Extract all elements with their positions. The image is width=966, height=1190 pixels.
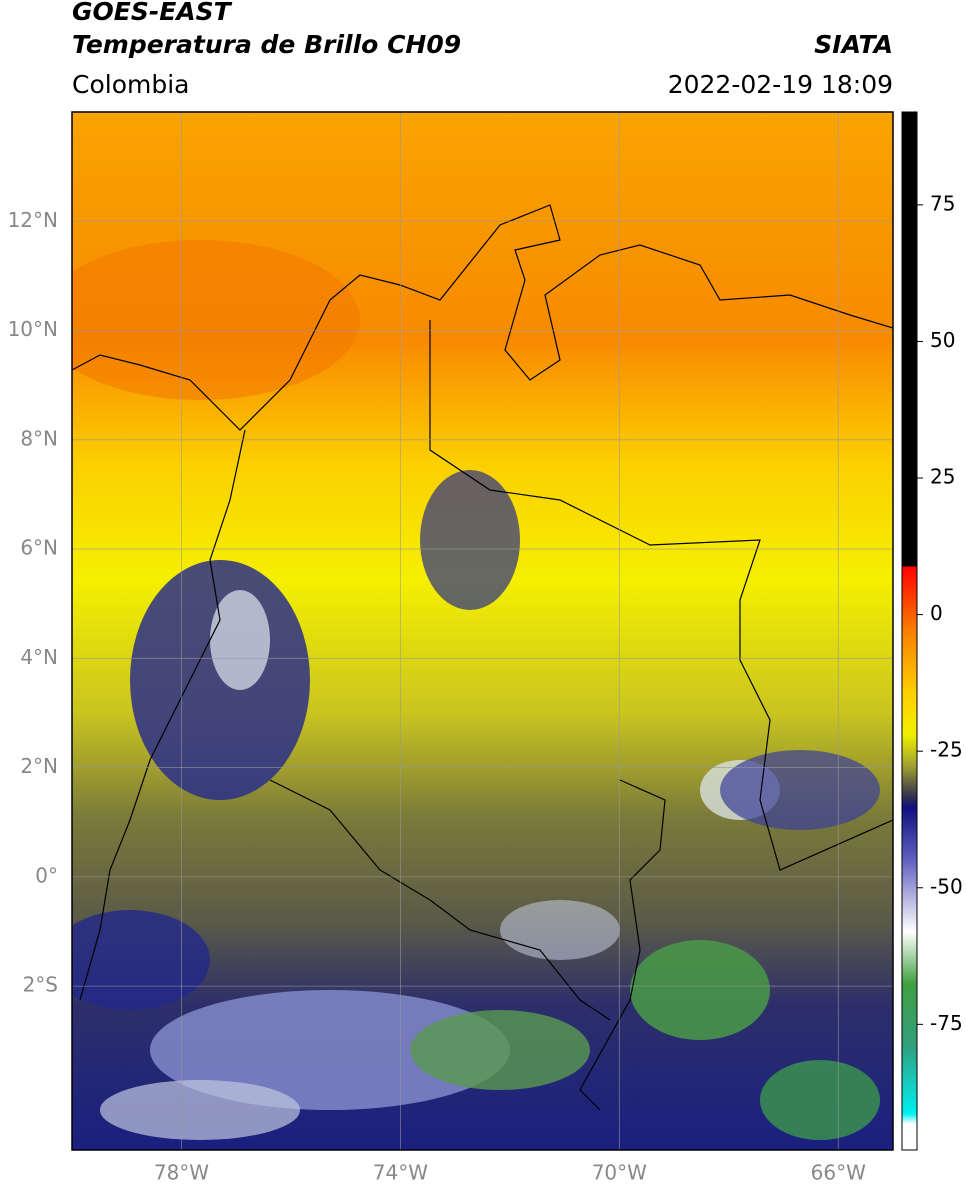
- colorbar-tick-label: 25: [930, 465, 955, 489]
- source: SIATA: [814, 30, 893, 59]
- lat-tick-label: 12°N: [8, 208, 58, 232]
- lat-tick-label: 2°S: [23, 973, 58, 997]
- lon-tick-label: 78°W: [154, 1161, 209, 1185]
- colorbar-tick-label: -75: [930, 1011, 963, 1035]
- lat-tick-label: 2°N: [20, 754, 58, 778]
- lat-tick-label: 8°N: [20, 426, 58, 450]
- axes: 12°N 10°N 8°N 6°N 4°N 2°N 0° 2°S 78°W 74°W 70°W 66°…: [8, 112, 963, 1185]
- datetime: 2022-02-19 18:09: [668, 70, 893, 99]
- lon-tick-label: 74°W: [373, 1161, 428, 1185]
- satellite-image: [72, 112, 893, 1150]
- colorbar-tick-label: 75: [930, 191, 955, 215]
- colorbar-tick-label: 0: [930, 601, 943, 625]
- colorbar-tick-label: -50: [930, 874, 963, 898]
- subtitle: Temperatura de Brillo CH09: [72, 30, 461, 59]
- map-frame: [71, 111, 894, 1151]
- region: Colombia: [72, 70, 189, 99]
- lat-tick-label: 0°: [35, 863, 58, 887]
- colorbar: [901, 111, 918, 1151]
- title: GOES-EAST: [72, 0, 233, 26]
- colorbar-tick-label: 50: [930, 328, 955, 352]
- lon-tick-label: 70°W: [592, 1161, 647, 1185]
- lat-tick-label: 6°N: [20, 536, 58, 560]
- lon-tick-label: 66°W: [811, 1161, 866, 1185]
- lat-tick-label: 10°N: [8, 317, 58, 341]
- colorbar-tick-label: -25: [930, 738, 963, 762]
- lat-tick-label: 4°N: [20, 645, 58, 669]
